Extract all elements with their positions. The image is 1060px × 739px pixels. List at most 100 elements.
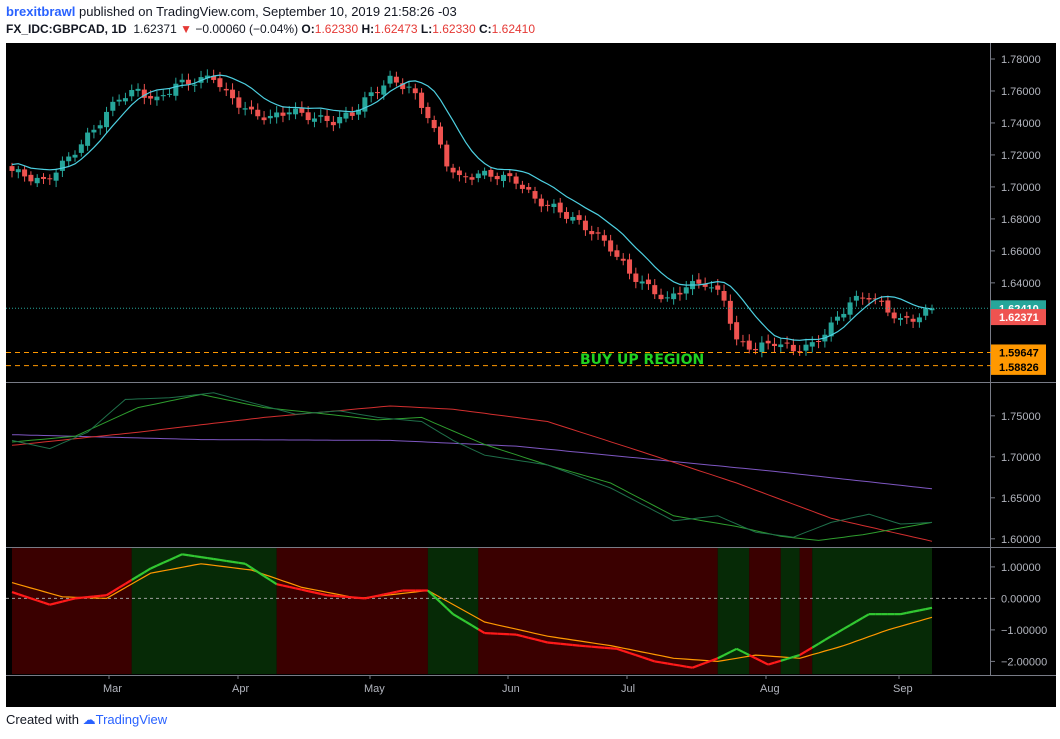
price-change: −0.00060 (−0.04%) <box>195 22 299 36</box>
oscillator-main-segment <box>849 620 857 627</box>
candle-body <box>885 300 891 313</box>
oscillator-main-segment <box>477 628 486 634</box>
oscillator-signal-line <box>11 563 933 663</box>
candle-body <box>627 259 633 274</box>
candle-body <box>173 83 179 96</box>
oscillator-zone-red <box>478 548 718 674</box>
oscillator-main-segment <box>534 638 542 642</box>
candle-body <box>374 92 380 94</box>
oscillator-main-segment <box>648 658 656 663</box>
candle-body <box>381 85 387 95</box>
ma-axis-tick-label: 1.60000 <box>1001 534 1041 546</box>
oscillator-main-segment <box>112 586 120 593</box>
candle-body <box>116 99 122 102</box>
candle-body <box>608 240 614 252</box>
oscillator-main-segment <box>673 663 681 667</box>
candle-body <box>135 88 141 91</box>
candle-body <box>872 298 878 300</box>
oscillator-main-segment <box>93 594 101 598</box>
candle-body <box>431 119 437 129</box>
oscillator-main-segment <box>43 601 51 606</box>
oscillator-main-segment <box>723 650 731 657</box>
candle-body <box>66 156 72 162</box>
oscillator-main-segment <box>213 557 221 562</box>
oscillator-axis-tick-label: 0.00000 <box>1001 593 1041 605</box>
oscillator-main-segment <box>667 662 674 666</box>
candle-body <box>727 300 733 324</box>
candle-body <box>532 191 538 199</box>
oscillator-main-segment <box>572 643 580 647</box>
candle-body <box>53 172 59 181</box>
candle-body <box>633 273 639 282</box>
candle-body <box>160 95 166 97</box>
oscillator-main-segment <box>855 616 864 623</box>
ma-series-line <box>11 405 933 542</box>
candle-body <box>545 204 551 206</box>
candle-body <box>248 106 254 110</box>
candle-body <box>154 96 160 101</box>
candle-body <box>671 293 677 300</box>
candle-body <box>34 177 40 184</box>
candle-body <box>179 79 185 83</box>
oscillator-main-segment <box>269 579 278 586</box>
candle-body <box>746 340 752 350</box>
oscillator-main-segment <box>925 606 933 611</box>
oscillator-main-segment <box>591 645 599 649</box>
candle-body <box>538 198 544 207</box>
oscillator-main-segment <box>522 635 529 639</box>
price-axis-tick-label: 1.70000 <box>1001 182 1041 194</box>
candle-body <box>463 176 469 178</box>
candle-body <box>425 106 431 119</box>
oscillator-main-segment <box>616 647 624 652</box>
oscillator-main-segment <box>748 654 757 660</box>
candle-body <box>293 108 299 115</box>
oscillator-main-segment <box>307 590 315 594</box>
oscillator-main-segment <box>49 602 57 606</box>
region-upper-tag: 1.59647 <box>999 347 1039 359</box>
chart-canvas[interactable]: 1.78000 1.76000 1.74000 1.72000 1.70000 1.680… <box>6 43 1056 707</box>
candle-body <box>501 174 507 181</box>
candle-body <box>677 292 683 295</box>
oscillator-main-segment <box>465 620 473 627</box>
oscillator-main-segment <box>566 643 573 647</box>
candle-body <box>286 112 292 115</box>
oscillator-main-segment <box>36 599 44 604</box>
candle-body <box>652 285 658 295</box>
candle-body <box>860 297 866 299</box>
oscillator-main-segment <box>641 656 649 661</box>
candle-body <box>255 109 261 117</box>
oscillator-main-segment <box>207 556 214 561</box>
oscillator-main-segment <box>919 608 926 612</box>
candle-body <box>274 112 280 118</box>
oscillator-zone-red <box>276 548 428 674</box>
region-upper-tag-bg <box>991 344 1046 361</box>
candle-body <box>318 115 324 117</box>
published-text: published on TradingView.com, September … <box>78 4 457 19</box>
oscillator-main-segment <box>250 566 259 573</box>
candle-body <box>362 97 368 112</box>
oscillator-main-segment <box>471 624 479 631</box>
oscillator-main-segment <box>276 583 284 587</box>
current-price-tag: 1.62371 <box>999 312 1039 324</box>
oscillator-main-segment <box>383 592 391 596</box>
tradingview-brand[interactable]: TradingView <box>95 712 168 727</box>
candle-body <box>519 184 525 189</box>
ma-series-line <box>11 393 933 541</box>
oscillator-axis-tick-label: −1.00000 <box>1001 625 1047 637</box>
oscillator-main-segment <box>105 590 114 597</box>
candle-body <box>356 109 362 115</box>
oscillator-main-segment <box>780 657 788 662</box>
candle-body <box>582 220 588 231</box>
oscillator-main-segment <box>767 661 775 666</box>
oscillator-main-segment <box>100 594 107 597</box>
oscillator-main-segment <box>698 661 706 667</box>
tradingview-logo-icon: ☁ <box>82 712 96 727</box>
candle-body <box>393 76 399 83</box>
oscillator-main-segment <box>654 660 662 664</box>
candle-body <box>797 351 803 353</box>
author-link[interactable]: brexitbrawl <box>6 4 76 19</box>
oscillator-main-segment <box>679 664 687 668</box>
oscillator-main-segment <box>843 624 851 630</box>
oscillator-zone-green <box>780 548 800 674</box>
oscillator-main-segment <box>830 631 839 638</box>
